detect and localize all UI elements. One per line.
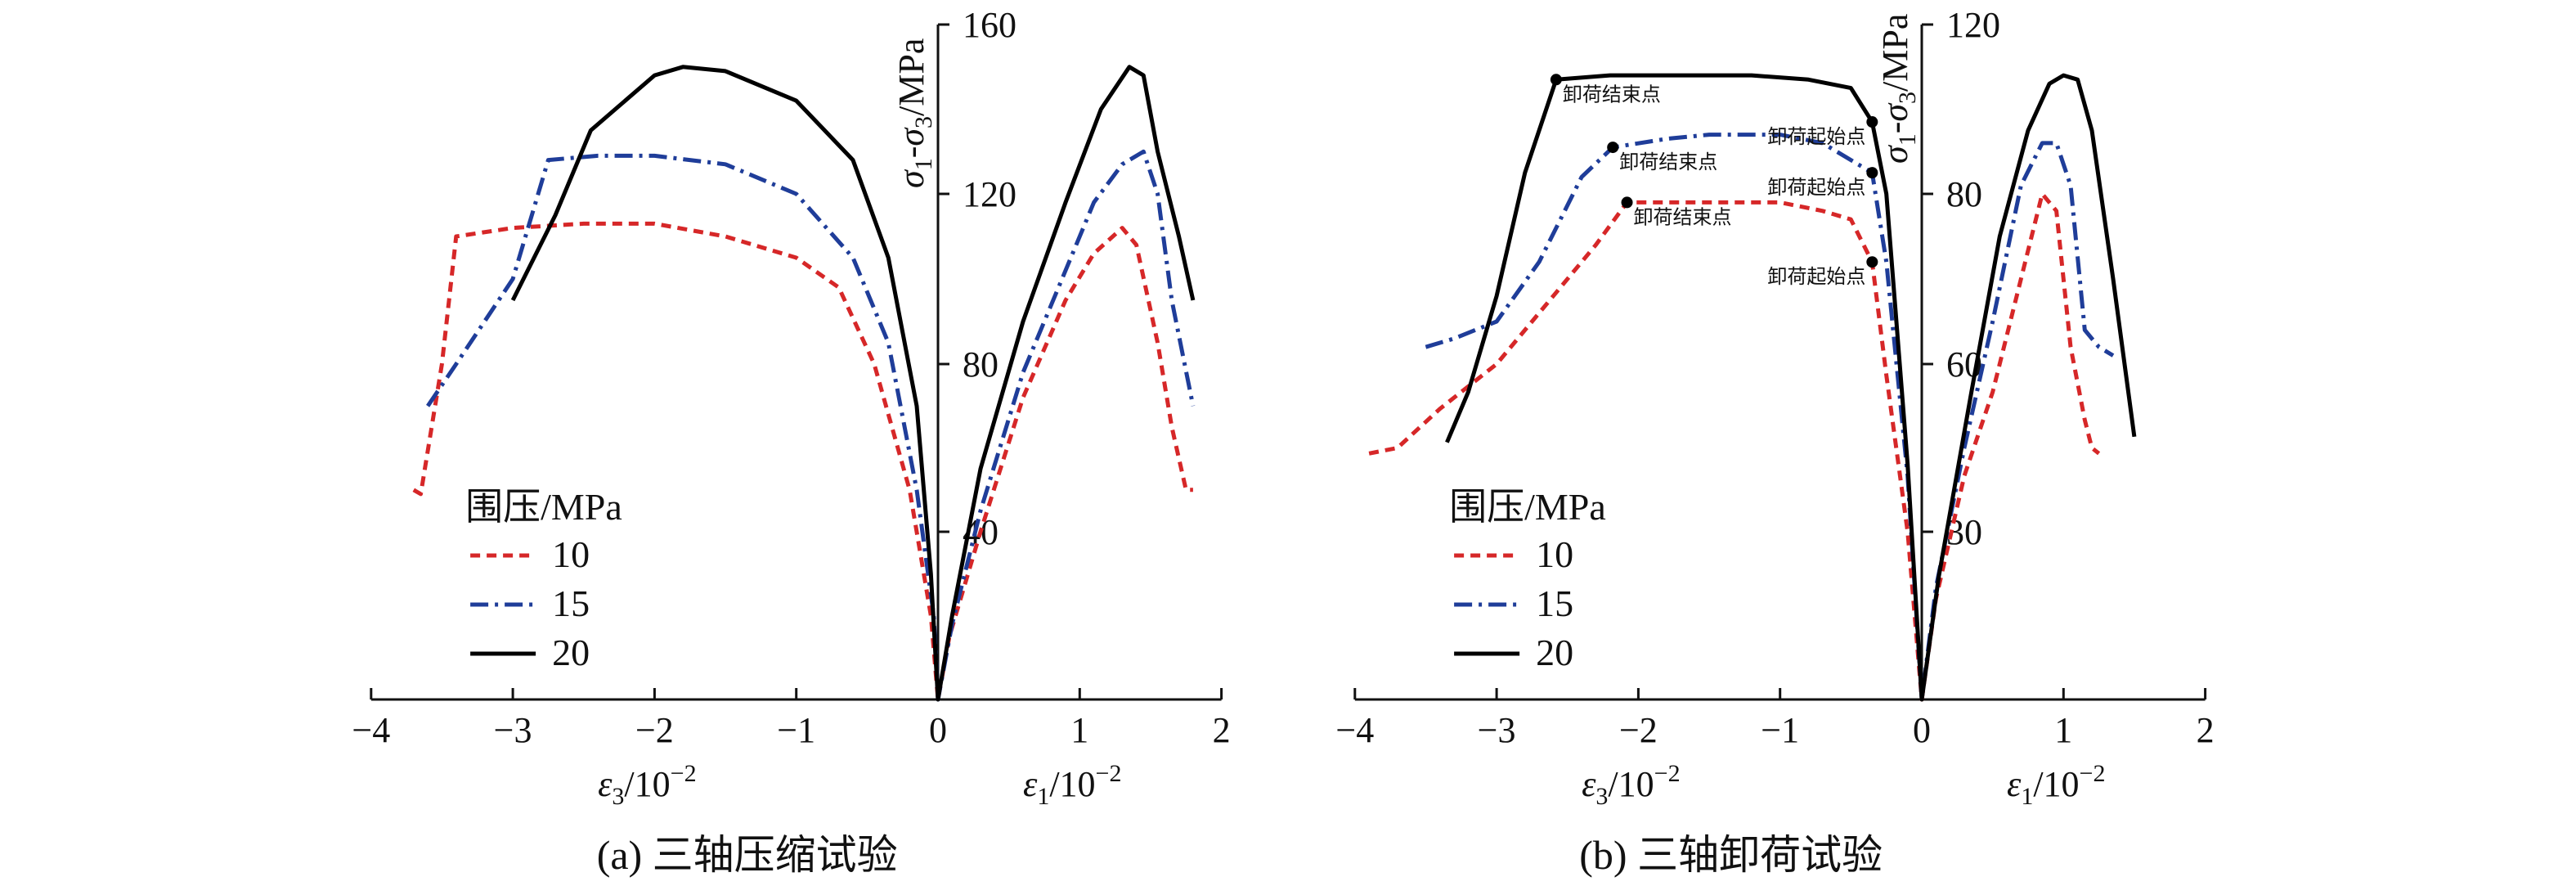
annotation-point <box>1866 256 1878 268</box>
x-tick-label: −3 <box>1478 710 1516 750</box>
y-tick-label: 80 <box>1946 174 1982 214</box>
x-tick-label: −1 <box>777 710 815 750</box>
panel-caption: (b) 三轴卸荷试验 <box>1579 832 1883 878</box>
legend-label-10: 10 <box>552 533 590 575</box>
y-tick-label: 160 <box>963 5 1016 45</box>
x-tick-label: 0 <box>1913 710 1931 750</box>
x-axis-label-right: ε1/10−2 <box>2007 760 2106 810</box>
y-tick-label: 80 <box>963 344 999 385</box>
y-tick-label: 120 <box>1946 5 2000 45</box>
x-axis-label-right: ε1/10−2 <box>1023 760 1122 810</box>
annotation-point <box>1621 196 1633 209</box>
legend-label-10: 10 <box>1536 533 1573 575</box>
x-tick-label: −1 <box>1761 710 1799 750</box>
x-axis-label-left: ε3/10−2 <box>1582 760 1681 810</box>
x-tick-label: −2 <box>635 710 674 750</box>
y-axis-label: σ1-σ3/MPa <box>891 38 937 188</box>
series-line-10 <box>1368 191 2101 702</box>
annotation-label: 卸荷起始点 <box>1767 177 1865 199</box>
y-tick-label: 120 <box>963 174 1016 214</box>
legend-label-15: 15 <box>1536 582 1573 624</box>
series-line-20 <box>510 65 1196 702</box>
annotation-point <box>1550 74 1562 86</box>
legend-title: 围压/MPa <box>465 486 622 528</box>
legend-label-20: 20 <box>1536 632 1573 673</box>
series-line-15 <box>426 149 1196 702</box>
x-axis-label-left: ε3/10−2 <box>598 760 697 810</box>
annotation-label: 卸荷结束点 <box>1619 151 1717 173</box>
legend-title: 围压/MPa <box>1449 486 1606 528</box>
y-axis-label: σ1-σ3/MPa <box>1875 14 1921 164</box>
x-tick-label: 2 <box>2197 710 2215 750</box>
x-tick-label: 1 <box>1070 710 1088 750</box>
x-tick-label: −3 <box>494 710 532 750</box>
annotation-point <box>1866 167 1878 179</box>
x-tick-label: −4 <box>1335 710 1374 750</box>
x-tick-label: −4 <box>352 710 390 750</box>
annotation-label: 卸荷结束点 <box>1563 83 1661 106</box>
annotation-point <box>1607 142 1619 154</box>
x-tick-label: 1 <box>2054 710 2072 750</box>
panel-caption: (a) 三轴压缩试验 <box>597 832 898 878</box>
series-line-10 <box>412 221 1193 702</box>
x-tick-label: 0 <box>929 710 947 750</box>
annotation-label: 卸荷结束点 <box>1634 206 1732 228</box>
series-line-20 <box>1445 73 2137 702</box>
x-tick-label: 2 <box>1213 710 1231 750</box>
series-line-15 <box>1425 133 2115 702</box>
annotation-label: 卸荷起始点 <box>1767 126 1865 148</box>
legend-label-20: 20 <box>552 632 590 673</box>
x-tick-label: −2 <box>1619 710 1658 750</box>
annotation-label: 卸荷起始点 <box>1767 266 1865 288</box>
legend-label-15: 15 <box>552 582 590 624</box>
annotation-point <box>1866 116 1878 128</box>
